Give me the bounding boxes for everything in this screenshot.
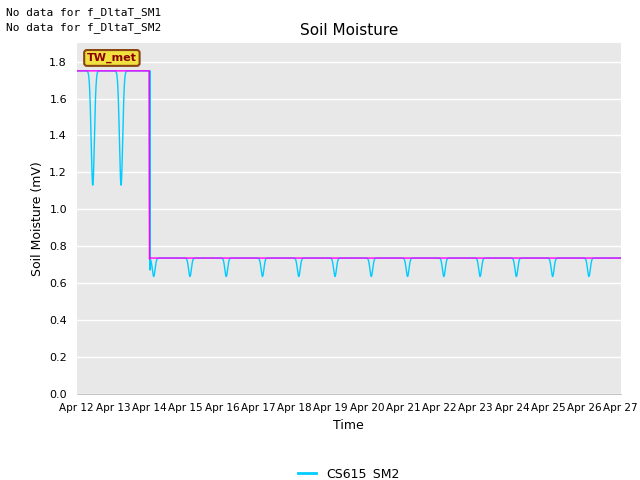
Text: No data for f_DltaT_SM1: No data for f_DltaT_SM1 [6, 7, 162, 18]
Text: TW_met: TW_met [87, 53, 137, 63]
X-axis label: Time: Time [333, 419, 364, 432]
Title: Soil Moisture: Soil Moisture [300, 23, 398, 38]
Text: No data for f_DltaT_SM2: No data for f_DltaT_SM2 [6, 22, 162, 33]
Y-axis label: Soil Moisture (mV): Soil Moisture (mV) [31, 161, 44, 276]
Legend: CS615_SM2: CS615_SM2 [292, 462, 405, 480]
